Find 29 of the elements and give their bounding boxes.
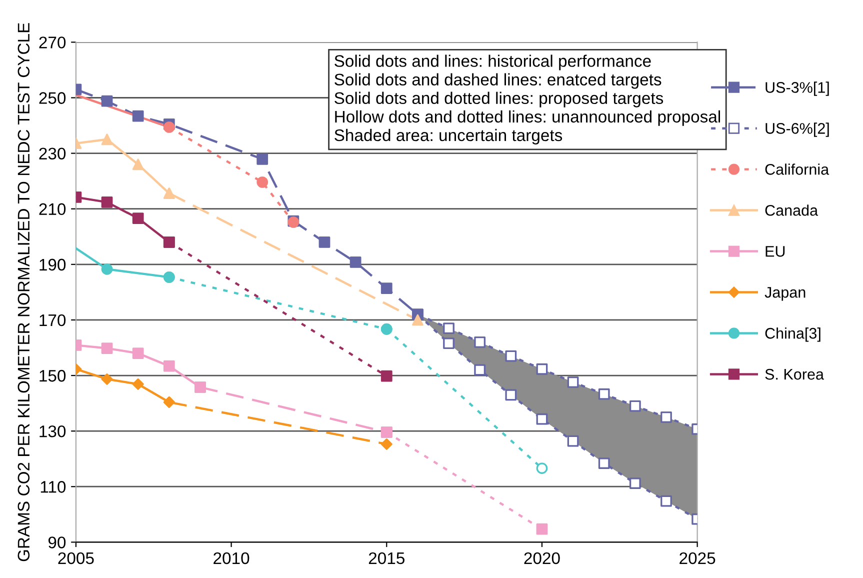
x-tick-label: 2025 — [680, 552, 716, 564]
y-tick-label: 190 — [40, 258, 66, 271]
y-tick-label: 150 — [40, 370, 66, 382]
legend-label: Canada — [765, 204, 818, 216]
y-tick-label: 210 — [39, 203, 66, 216]
y-axis-title: GRAMS CO2 PER KILOMETER NORMALIZED TO NEDC TEST CYCLE — [18, 23, 30, 562]
annotation: Solid dots and dotted lines: proposed targets — [334, 92, 664, 108]
annotation: Solid dots and lines: historical performance — [334, 54, 651, 70]
y-tick-label: 250 — [39, 92, 66, 104]
y-tick-label: 170 — [40, 314, 66, 326]
y-tick-label: 110 — [40, 481, 66, 493]
y-tick-label: 230 — [39, 148, 66, 160]
legend-label: EU — [766, 246, 785, 257]
y-tick-label: 90 — [48, 536, 66, 548]
x-tick-label: 2005 — [58, 552, 94, 564]
annotation: Hollow dots and dotted lines: unannounced proposal — [335, 110, 720, 126]
annotation: Solid dots and dashed lines: enatced targets — [334, 73, 662, 89]
legend-label: China[3] — [765, 328, 820, 342]
legend-label: US-3%[1] — [766, 82, 829, 96]
x-tick-label: 2010 — [214, 552, 250, 564]
x-tick-label: 2020 — [524, 552, 560, 564]
legend-label: US-6%[2] — [766, 122, 829, 137]
x-tick-label: 2015 — [368, 552, 404, 564]
legend-label: S. Korea — [765, 368, 824, 380]
legend-label: Japan — [764, 287, 806, 301]
annotation: Shaded area: uncertain targets — [334, 128, 562, 144]
y-tick-label: 270 — [39, 36, 66, 48]
legend-label: California — [765, 164, 830, 175]
y-tick-label: 130 — [40, 425, 66, 438]
